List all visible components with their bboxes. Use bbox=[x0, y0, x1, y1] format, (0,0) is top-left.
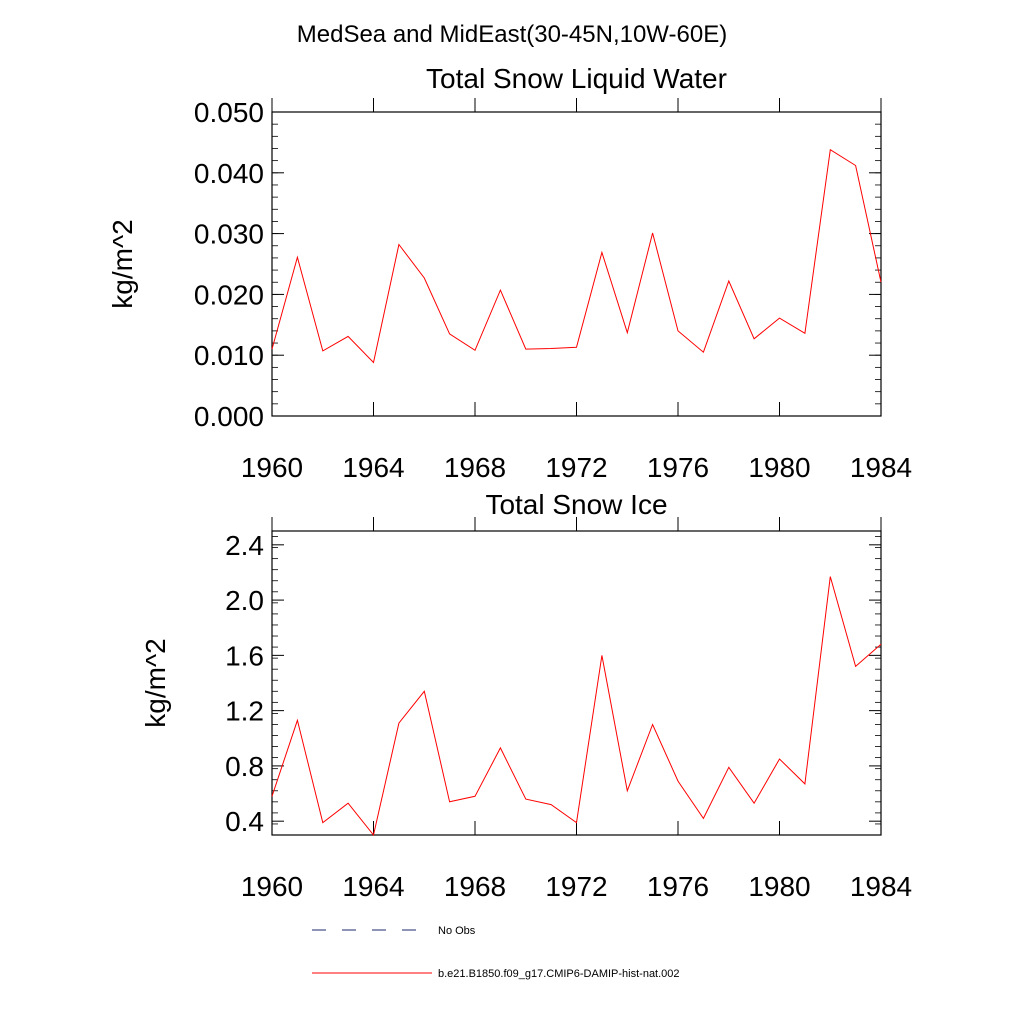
series-line-1 bbox=[271, 148, 882, 364]
data-point bbox=[397, 722, 400, 725]
data-point bbox=[626, 789, 629, 792]
data-point bbox=[448, 800, 451, 803]
data-point bbox=[271, 795, 274, 798]
legend-label-1: No Obs bbox=[438, 925, 476, 937]
data-point bbox=[803, 782, 806, 785]
plot-frame bbox=[271, 111, 882, 417]
data-point bbox=[626, 331, 629, 334]
x-tick-label: 1984 bbox=[850, 452, 912, 483]
data-point bbox=[600, 654, 603, 657]
y-tick-label: 0.020 bbox=[194, 279, 264, 310]
data-point bbox=[753, 337, 756, 340]
y-tick-label: 0.010 bbox=[194, 340, 264, 371]
x-tick-label: 1984 bbox=[850, 871, 912, 902]
x-tick-label: 1980 bbox=[748, 452, 810, 483]
data-point bbox=[575, 346, 578, 349]
x-tick-label: 1964 bbox=[342, 871, 404, 902]
panel-title: Total Snow Liquid Water bbox=[426, 63, 727, 94]
x-tick-label: 1968 bbox=[444, 452, 506, 483]
y-tick-label: 0.8 bbox=[225, 751, 264, 782]
data-point bbox=[474, 795, 477, 798]
y-axis-label: kg/m^2 bbox=[107, 219, 138, 308]
data-point bbox=[753, 802, 756, 805]
data-point bbox=[321, 349, 324, 352]
data-point bbox=[778, 758, 781, 761]
y-tick-label: 0.030 bbox=[194, 219, 264, 250]
data-point bbox=[854, 665, 857, 668]
data-point bbox=[677, 780, 680, 783]
y-tick-label: 0.050 bbox=[194, 97, 264, 128]
panel-title: Total Snow Ice bbox=[485, 489, 667, 520]
data-point bbox=[296, 719, 299, 722]
data-point bbox=[600, 251, 603, 254]
series-line-1 bbox=[271, 576, 882, 837]
data-point bbox=[880, 643, 883, 646]
data-point bbox=[271, 348, 274, 351]
data-point bbox=[499, 289, 502, 292]
chart-panel-2: Total Snow Ice kg/m^2 0.4 0.8 1.2 1.6 2.0 2.4 19… bbox=[140, 489, 912, 902]
data-point bbox=[778, 317, 781, 320]
y-tick-label: 0.040 bbox=[194, 158, 264, 189]
x-tick-label: 1964 bbox=[342, 452, 404, 483]
y-tick-label: 1.6 bbox=[225, 640, 264, 671]
x-tick-label: 1968 bbox=[444, 871, 506, 902]
data-point bbox=[448, 332, 451, 335]
data-point bbox=[397, 243, 400, 246]
y-tick-label: 2.0 bbox=[225, 585, 264, 616]
data-point bbox=[372, 361, 375, 364]
data-point bbox=[347, 335, 350, 338]
data-point bbox=[524, 348, 527, 351]
data-point bbox=[702, 351, 705, 354]
data-point bbox=[727, 280, 730, 283]
data-point bbox=[423, 276, 426, 279]
data-point bbox=[677, 329, 680, 332]
x-tick-label: 1972 bbox=[545, 452, 607, 483]
y-axis-label: kg/m^2 bbox=[140, 638, 171, 727]
x-tick-label: 1980 bbox=[748, 871, 810, 902]
data-point bbox=[829, 148, 832, 151]
data-point bbox=[550, 347, 553, 350]
data-point bbox=[854, 164, 857, 167]
data-point bbox=[550, 803, 553, 806]
legend: No Obs b.e21.B1850.f09_g17.CMIP6-DAMIP-hi… bbox=[312, 925, 680, 980]
y-tick-label: 0.000 bbox=[194, 401, 264, 432]
x-tick-label: 1976 bbox=[647, 452, 709, 483]
y-tick-label: 2.4 bbox=[225, 530, 264, 561]
data-point bbox=[296, 256, 299, 259]
figure-title: MedSea and MidEast(30-45N,10W-60E) bbox=[297, 21, 727, 48]
x-tick-label: 1960 bbox=[241, 452, 303, 483]
data-point bbox=[702, 817, 705, 820]
data-point bbox=[321, 821, 324, 824]
legend-label-2: b.e21.B1850.f09_g17.CMIP6-DAMIP-hist-nat… bbox=[438, 968, 680, 980]
data-point bbox=[474, 349, 477, 352]
data-point bbox=[423, 690, 426, 693]
x-tick-label: 1960 bbox=[241, 871, 303, 902]
data-point bbox=[880, 281, 883, 284]
chart-panel-1: Total Snow Liquid Water kg/m^2 0.000 0.010 0… bbox=[107, 63, 912, 483]
y-tick-label: 1.2 bbox=[225, 696, 264, 727]
data-point bbox=[575, 821, 578, 824]
data-point bbox=[727, 766, 730, 769]
y-tick-label: 0.4 bbox=[225, 806, 264, 837]
x-tick-label: 1972 bbox=[545, 871, 607, 902]
data-point bbox=[651, 231, 654, 234]
data-point bbox=[524, 798, 527, 801]
x-tick-label: 1976 bbox=[647, 871, 709, 902]
data-point bbox=[829, 575, 832, 578]
plot-frame bbox=[271, 530, 882, 836]
data-point bbox=[347, 802, 350, 805]
data-point bbox=[499, 746, 502, 749]
data-point bbox=[372, 834, 375, 837]
data-point bbox=[651, 723, 654, 726]
data-point bbox=[803, 332, 806, 335]
